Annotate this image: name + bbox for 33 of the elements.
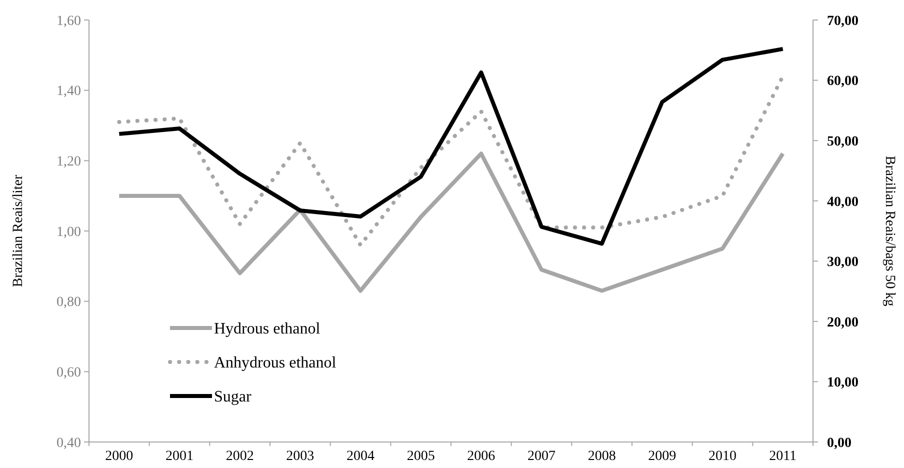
x-tick-label: 2011 [769, 449, 797, 464]
x-tick-label: 2008 [588, 449, 616, 464]
y2-tick-label: 20,00 [827, 315, 858, 330]
line-series [117, 152, 785, 293]
x-tick-label: 2006 [467, 449, 496, 464]
x-tick-label: 2002 [226, 449, 254, 464]
legend-label: Hydrous ethanol [214, 320, 321, 338]
y2-tick-label: 0,00 [827, 436, 852, 451]
x-tick-label: 2004 [346, 449, 374, 464]
y-tick-label: 0,80 [56, 295, 81, 310]
y-tick-label: 1,00 [56, 224, 81, 240]
y2-tick-label: 50,00 [827, 134, 858, 150]
y2-tick-label: 70,00 [827, 14, 858, 29]
x-tick-label: 2009 [648, 449, 676, 464]
legend-label: Sugar [214, 388, 252, 406]
y2-tick-label: 40,00 [827, 194, 858, 210]
y2-tick-label: 10,00 [827, 376, 858, 391]
y2-tick-label: 30,00 [827, 255, 858, 270]
x-tick-label: 2007 [528, 449, 556, 464]
y-tick-label: 0,40 [56, 436, 81, 451]
y-tick-label: 0,60 [56, 366, 81, 381]
x-tick-label: 2010 [708, 449, 736, 464]
y2-tick-label: 60,00 [827, 74, 858, 90]
x-tick-label: 2005 [406, 449, 435, 464]
legend-label: Anhydrous ethanol [214, 354, 337, 372]
x-tick-label: 2001 [166, 449, 194, 464]
x-tick-label: 2000 [105, 449, 134, 464]
y-tick-label: 1,20 [56, 154, 81, 170]
y-axis-title: Brazilian Reais/liter [11, 174, 26, 288]
x-tick-label: 2003 [286, 449, 314, 464]
y2-axis-title: Brazilian Reais/bags 50 kg [882, 156, 897, 306]
y-tick-label: 1,60 [56, 14, 81, 29]
y-tick-label: 1,40 [56, 84, 81, 100]
